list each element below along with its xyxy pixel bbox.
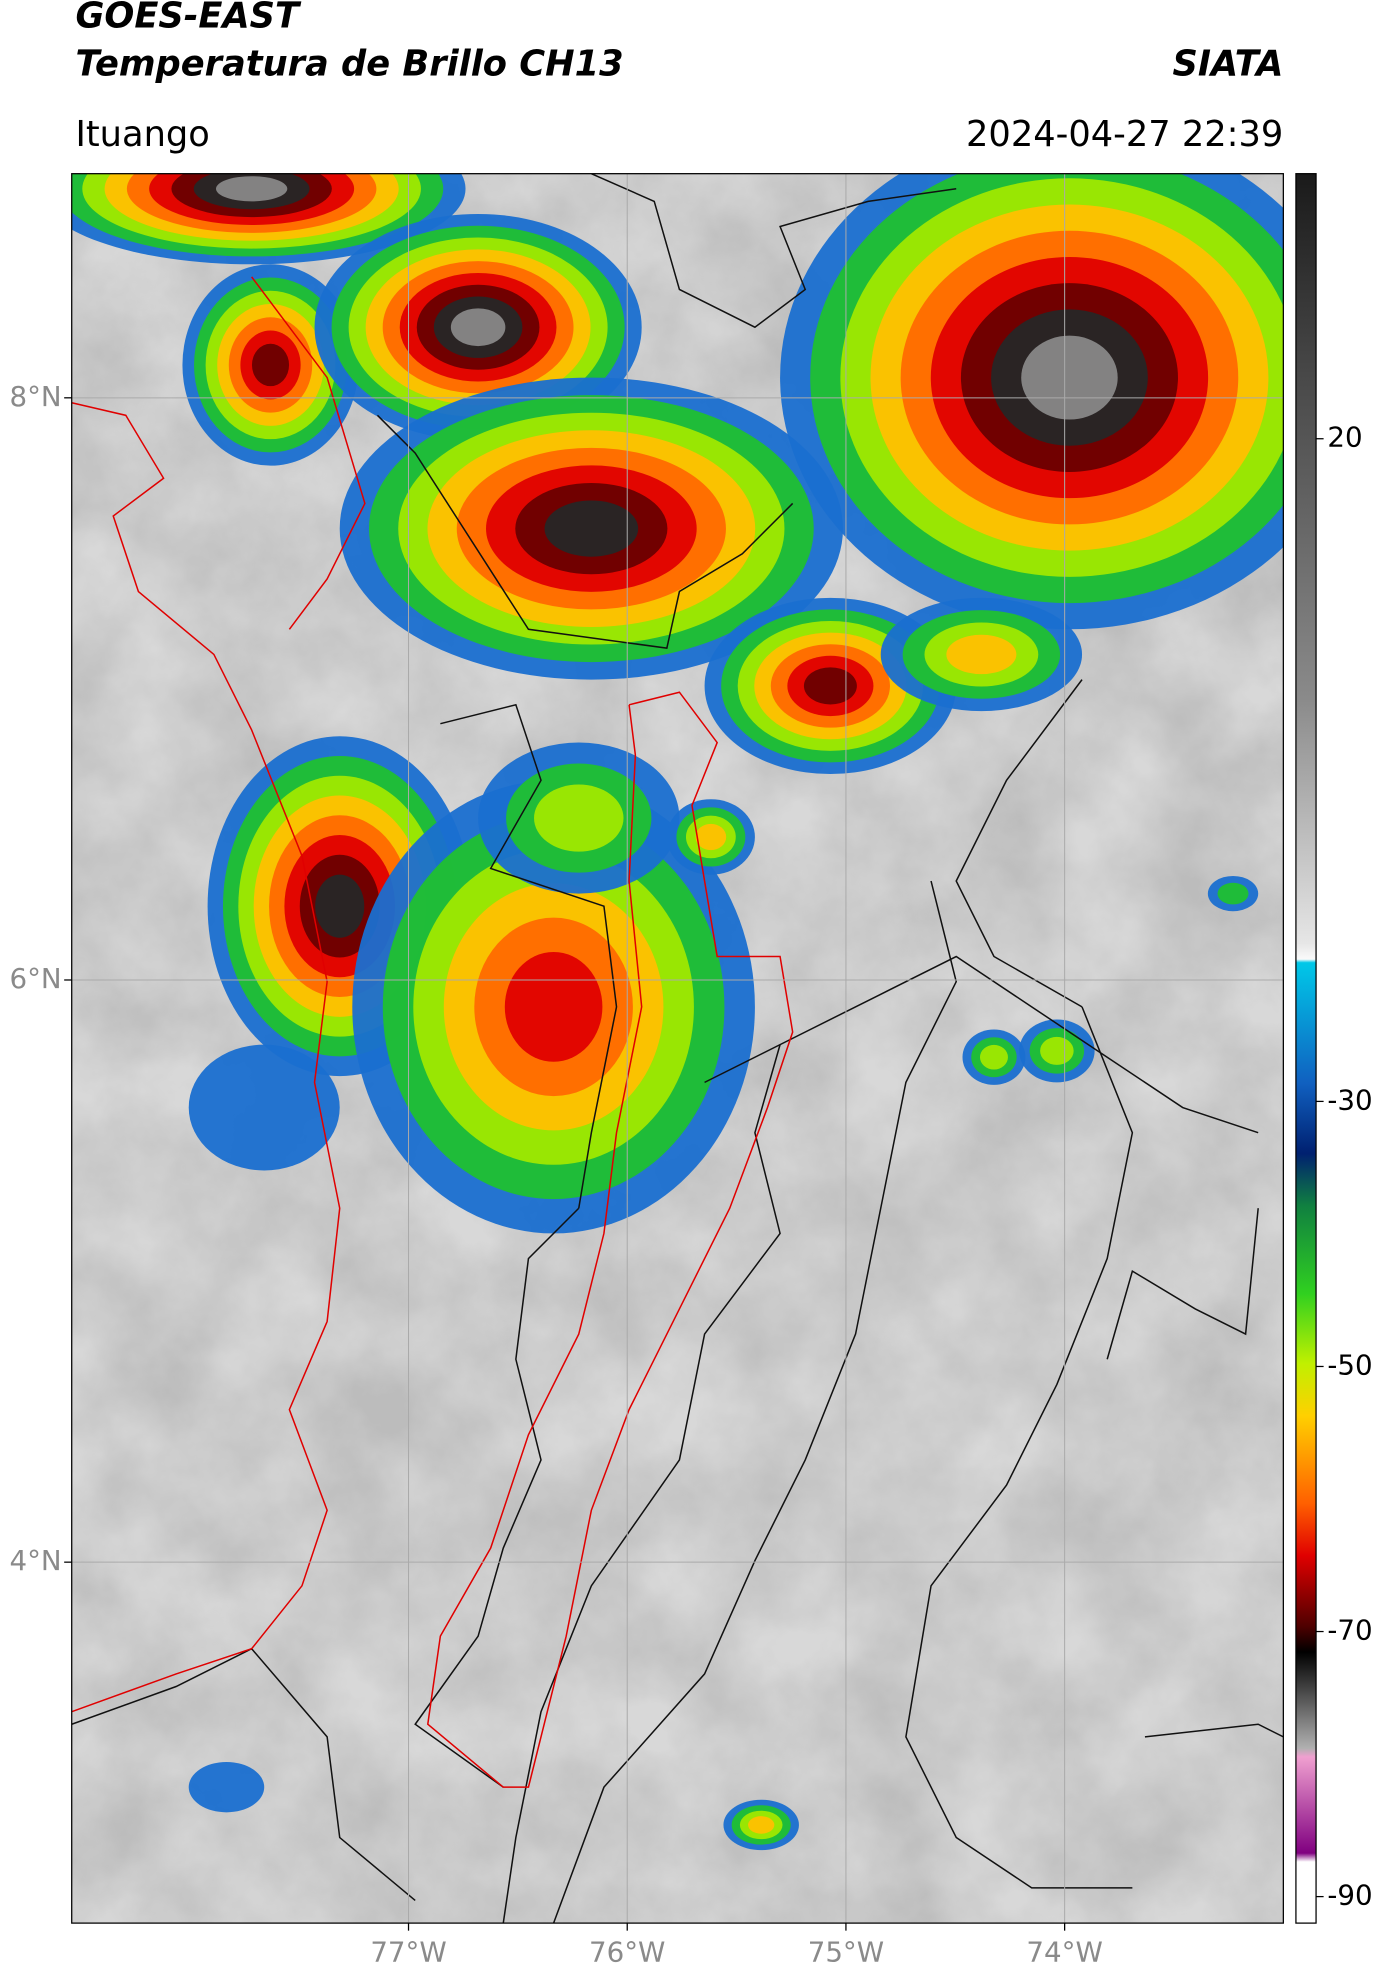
storm-layer — [188, 1762, 265, 1813]
colorbar-tick-label: -50 — [1327, 1348, 1372, 1381]
graticule — [71, 173, 1284, 1924]
agency: SIATA — [1172, 43, 1283, 84]
storm-layer — [215, 176, 288, 202]
map-frame — [71, 173, 1284, 1924]
storm-layer — [315, 874, 365, 938]
storm-layer — [1217, 882, 1249, 905]
location: Ituango — [75, 114, 209, 155]
storm-layer — [251, 343, 290, 387]
storms — [71, 173, 1284, 1851]
storm-layer — [695, 823, 727, 851]
storm-layer — [946, 634, 1017, 675]
colorbar-tick-label: -30 — [1327, 1083, 1372, 1116]
x-tick-label: 77°W — [370, 1935, 446, 1968]
storm-layer — [979, 1044, 1008, 1070]
subtitle: Temperatura de Brillo CH13 — [75, 43, 623, 84]
colorbar-tick-label: 20 — [1327, 421, 1362, 454]
colorbar — [1295, 173, 1317, 1924]
storm-layer — [504, 951, 603, 1062]
storm-layer — [544, 500, 639, 557]
x-tick-label: 75°W — [808, 1935, 884, 1968]
storm-layer — [803, 667, 857, 705]
storm-layer — [748, 1816, 775, 1834]
datetime: 2024-04-27 22:39 — [966, 114, 1283, 155]
x-tick-label: 76°W — [589, 1935, 665, 1968]
storm-layer — [534, 784, 624, 852]
map-image — [71, 173, 1284, 1924]
axis-ticks: 77°W 76°W 75°W 74°W 8°N 6°N 4°N — [10, 380, 1103, 1968]
boundaries-red — [71, 276, 794, 1788]
storm-layer — [188, 1044, 340, 1171]
storm-layer — [450, 308, 506, 347]
boundaries — [71, 173, 1284, 1924]
y-tick-label: 4°N — [10, 1544, 62, 1577]
x-tick-label: 74°W — [1026, 1935, 1102, 1968]
y-tick-label: 6°N — [10, 962, 62, 995]
colorbar-tick-label: -90 — [1327, 1879, 1372, 1912]
title: GOES-EAST — [75, 0, 302, 37]
colorbar-ticks: 20 -30 -50 -70 -90 — [1316, 421, 1373, 1912]
storm-layer — [1040, 1036, 1074, 1065]
colorbar-tick-label: -70 — [1327, 1614, 1372, 1647]
y-tick-label: 8°N — [10, 380, 62, 413]
storm-layer — [1021, 335, 1118, 420]
